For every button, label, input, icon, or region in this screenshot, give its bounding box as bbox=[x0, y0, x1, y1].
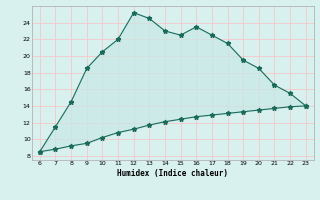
X-axis label: Humidex (Indice chaleur): Humidex (Indice chaleur) bbox=[117, 169, 228, 178]
